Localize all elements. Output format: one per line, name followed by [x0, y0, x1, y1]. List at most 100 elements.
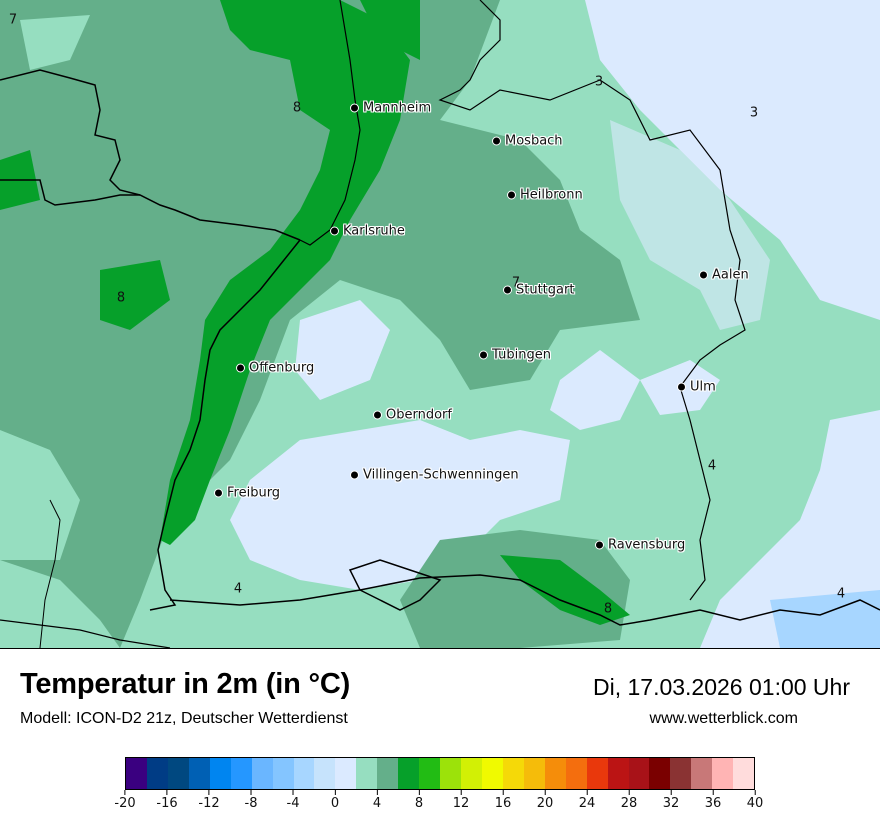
city-marker-mannheim: Mannheim — [350, 101, 431, 116]
contour-label: 8 — [292, 100, 302, 116]
city-dot-icon — [350, 470, 359, 480]
contour-label: 3 — [749, 105, 759, 121]
colorbar-segment — [167, 758, 189, 789]
city-label: Mosbach — [505, 133, 563, 149]
city-dot-icon — [330, 226, 339, 236]
city-dot-icon — [699, 270, 708, 280]
city-label: Tübingen — [492, 347, 551, 363]
city-dot-icon — [503, 285, 512, 295]
colorbar-segment — [733, 758, 755, 789]
contour-label: 8 — [116, 290, 126, 306]
colorbar-tick: -8 — [245, 790, 257, 811]
city-marker-villingen-schwenningen: Villingen-Schwenningen — [350, 468, 519, 483]
colorbar-tick: 20 — [537, 790, 553, 811]
colorbar-segment — [649, 758, 671, 789]
colorbar-tick: -4 — [287, 790, 299, 811]
map-title: Temperatur in 2m (in °C) — [20, 668, 351, 700]
colorbar-segment — [230, 758, 252, 789]
contour-label: 7 — [8, 12, 18, 28]
colorbar-segment — [188, 758, 210, 789]
colorbar-segment — [628, 758, 650, 789]
colorbar-segment — [293, 758, 315, 789]
city-dot-icon — [236, 363, 245, 373]
city-dot-icon — [373, 410, 382, 420]
city-label: Ulm — [690, 379, 716, 395]
colorbar-tick: 28 — [621, 790, 637, 811]
colorbar-ticks: -20 -16 -12 -8 -4 0 4 8 12 16 20 24 28 32 36 40 — [114, 790, 763, 820]
forecast-datetime: Di, 17.03.2026 01:00 Uhr — [592, 674, 850, 700]
colorbar-segment — [314, 758, 336, 789]
contour-label: 4 — [233, 581, 243, 597]
colorbar-tick: 24 — [579, 790, 595, 811]
contour-label: 4 — [707, 458, 717, 474]
colorbar-segment — [335, 758, 357, 789]
colorbar-segment — [419, 758, 441, 789]
city-label: Freiburg — [227, 485, 281, 501]
colorbar-segment — [126, 758, 147, 789]
colorbar-segment — [146, 758, 168, 789]
colorbar-tick: 0 — [331, 790, 339, 811]
colorbar-segment — [481, 758, 503, 789]
colorbar-segment — [691, 758, 713, 789]
city-marker-offenburg: Offenburg — [236, 361, 314, 376]
model-subtitle: Modell: ICON-D2 21z, Deutscher Wetterdie… — [20, 710, 348, 727]
colorbar-tick: -20 — [114, 790, 136, 811]
city-marker-heilbronn: Heilbronn — [507, 188, 583, 203]
city-dot-icon — [595, 540, 604, 550]
colorbar-tick: 12 — [453, 790, 469, 811]
website-link[interactable]: www.wetterblick.com — [649, 710, 798, 727]
colorbar-segment — [461, 758, 482, 789]
city-label: Oberndorf — [386, 407, 452, 423]
colorbar-segment — [440, 758, 461, 789]
colorbar-segment — [502, 758, 524, 789]
colorbar-tick: 40 — [747, 790, 763, 811]
contour-label: 7 — [511, 275, 521, 291]
colorbar-segment — [377, 758, 399, 789]
city-label: Villingen-Schwenningen — [363, 467, 519, 483]
city-marker-karlsruhe: Karlsruhe — [330, 224, 405, 239]
city-marker-tuebingen: Tübingen — [479, 348, 551, 363]
city-label: Stuttgart — [516, 282, 575, 298]
colorbar-segment — [607, 758, 629, 789]
city-dot-icon — [479, 350, 488, 360]
colorbar-tick: 8 — [415, 790, 423, 811]
contour-label: 8 — [603, 601, 613, 617]
colorbar-segment — [586, 758, 608, 789]
colorbar-segment — [544, 758, 566, 789]
city-marker-ulm: Ulm — [677, 380, 716, 395]
city-label: Ravensburg — [608, 537, 686, 553]
city-dot-icon — [350, 103, 359, 113]
city-dot-icon — [677, 382, 686, 392]
city-dot-icon — [507, 190, 516, 200]
city-label: Karlsruhe — [343, 223, 405, 239]
colorbar-segment — [670, 758, 692, 789]
contour-label: 3 — [594, 74, 604, 90]
colorbar-segment — [209, 758, 231, 789]
temperature-colorbar — [125, 757, 755, 790]
temperature-map: 7 8 3 3 8 7 4 4 8 4 Mannheim Mosbach Hei… — [0, 0, 880, 649]
city-marker-ravensburg: Ravensburg — [595, 538, 685, 553]
colorbar-segment — [565, 758, 587, 789]
colorbar-tick: 4 — [373, 790, 381, 811]
colorbar-tick: -16 — [156, 790, 178, 811]
city-marker-freiburg: Freiburg — [214, 486, 280, 501]
colorbar-tick: 36 — [705, 790, 721, 811]
city-dot-icon — [492, 136, 501, 146]
colorbar-segment — [523, 758, 545, 789]
colorbar-segment — [251, 758, 273, 789]
city-marker-stuttgart: Stuttgart — [503, 283, 574, 298]
city-dot-icon — [214, 488, 223, 498]
city-label: Heilbronn — [520, 187, 583, 203]
city-marker-aalen: Aalen — [699, 268, 749, 283]
colorbar-tick: 32 — [663, 790, 679, 811]
colorbar-segment — [398, 758, 420, 789]
colorbar-segment — [356, 758, 378, 789]
map-background — [0, 0, 880, 648]
city-label: Mannheim — [363, 100, 432, 116]
colorbar-segment — [712, 758, 734, 789]
city-label: Offenburg — [249, 360, 315, 376]
contour-label: 4 — [836, 586, 846, 602]
city-marker-mosbach: Mosbach — [492, 134, 563, 149]
city-marker-oberndorf: Oberndorf — [373, 408, 452, 423]
city-label: Aalen — [712, 267, 749, 283]
